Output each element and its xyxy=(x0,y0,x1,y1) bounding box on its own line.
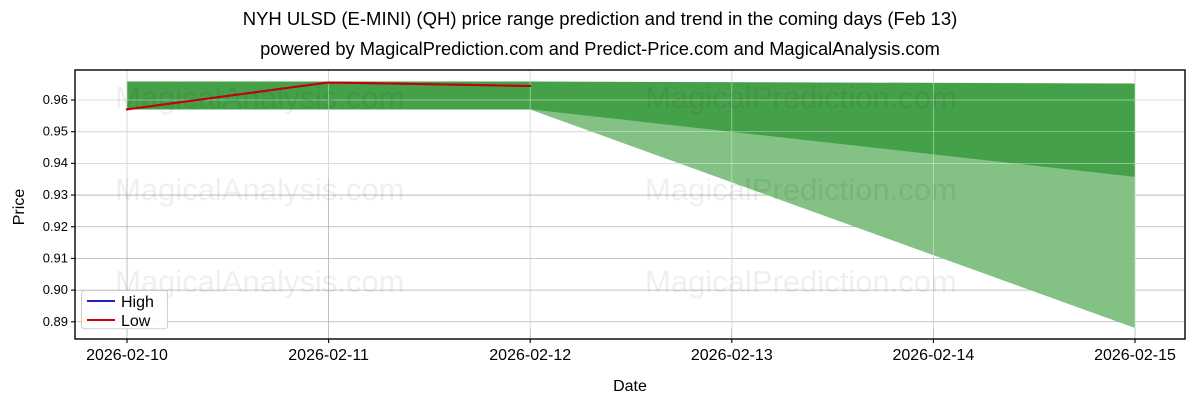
svg-text:0.89: 0.89 xyxy=(43,314,68,329)
svg-text:High: High xyxy=(121,294,154,311)
svg-text:2026-02-13: 2026-02-13 xyxy=(691,347,773,364)
svg-text:0.93: 0.93 xyxy=(43,187,68,202)
svg-text:Low: Low xyxy=(121,313,151,330)
svg-text:2026-02-12: 2026-02-12 xyxy=(489,347,571,364)
svg-text:0.91: 0.91 xyxy=(43,251,68,266)
svg-text:2026-02-15: 2026-02-15 xyxy=(1094,347,1176,364)
svg-text:Price: Price xyxy=(11,189,28,226)
svg-text:0.95: 0.95 xyxy=(43,124,68,139)
svg-text:MagicalAnalysis.com: MagicalAnalysis.com xyxy=(115,80,404,115)
svg-text:MagicalPrediction.com: MagicalPrediction.com xyxy=(645,172,957,207)
svg-text:MagicalAnalysis.com: MagicalAnalysis.com xyxy=(115,172,404,207)
svg-text:2026-02-14: 2026-02-14 xyxy=(892,347,974,364)
svg-text:MagicalPrediction.com: MagicalPrediction.com xyxy=(645,264,957,299)
svg-text:2026-02-10: 2026-02-10 xyxy=(86,347,168,364)
svg-text:0.92: 0.92 xyxy=(43,219,68,234)
svg-text:Date: Date xyxy=(613,378,647,395)
svg-text:0.96: 0.96 xyxy=(43,92,68,107)
svg-text:0.94: 0.94 xyxy=(43,155,68,170)
svg-text:0.90: 0.90 xyxy=(43,282,68,297)
svg-text:2026-02-11: 2026-02-11 xyxy=(288,347,369,364)
svg-text:MagicalPrediction.com: MagicalPrediction.com xyxy=(645,80,957,115)
